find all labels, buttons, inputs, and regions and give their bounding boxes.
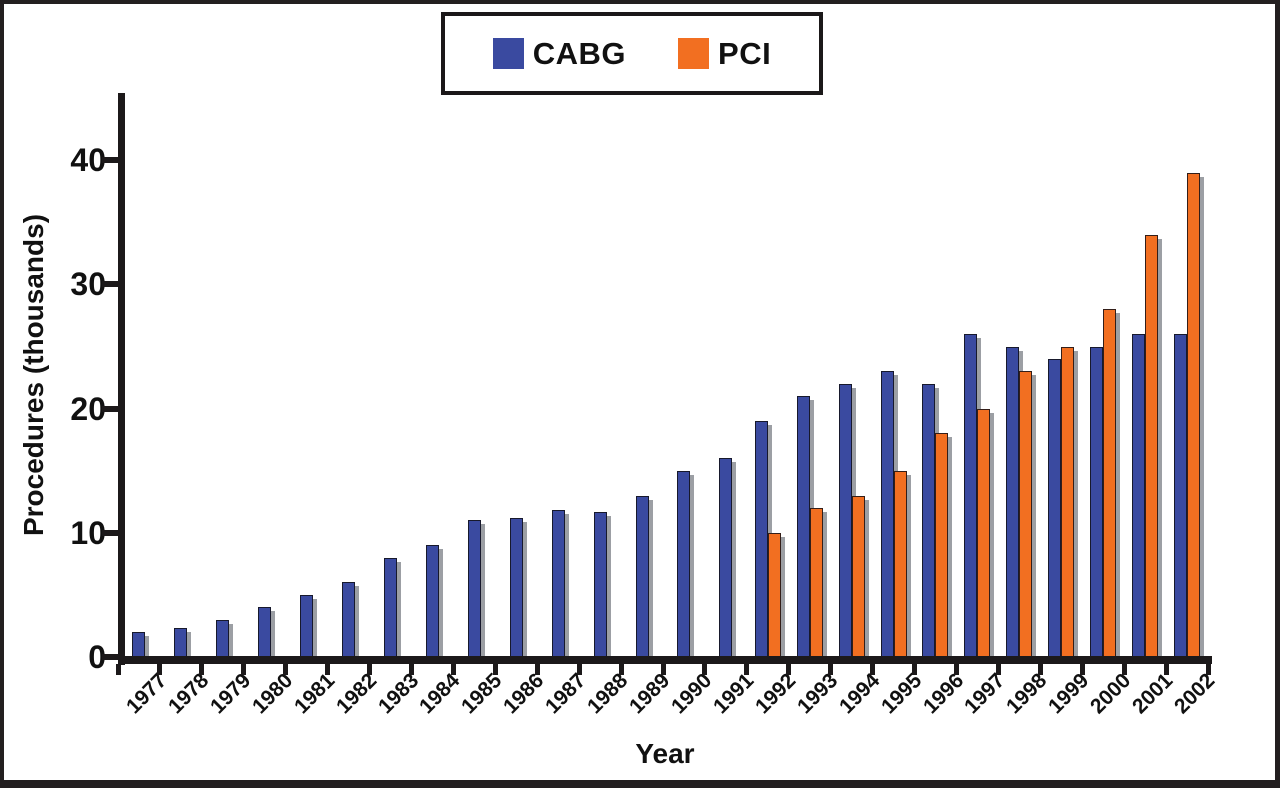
legend-label-cabg: CABG	[532, 35, 627, 71]
bar-pci-1992	[768, 532, 781, 657]
bar-pci-2000	[1103, 309, 1116, 657]
x-tick-mark-14	[702, 664, 708, 675]
bar-pci-1995	[894, 470, 907, 657]
bar-cabg-2002	[1174, 334, 1187, 657]
x-tick-mark-20	[953, 664, 959, 675]
bar-cabg-2001	[1132, 334, 1145, 657]
y-tick-label-30: 30	[70, 266, 106, 303]
y-tick-label-20: 20	[70, 390, 106, 427]
y-tick-mark-20	[102, 405, 123, 412]
bar-cabg-1997	[964, 334, 977, 657]
bar-pci-1999	[1061, 346, 1074, 657]
bar-pci-2002	[1187, 172, 1200, 657]
y-tick-label-0: 0	[88, 639, 106, 675]
x-tick-mark-0	[115, 664, 121, 675]
y-axis-title: Procedures (thousands)	[18, 213, 49, 537]
x-tick-mark-24	[1121, 664, 1127, 675]
bar-cabg-1983	[384, 557, 397, 657]
legend-label-pci: PCI	[718, 35, 772, 71]
bar-pci-1993	[810, 507, 823, 657]
x-tick-mark-10	[534, 664, 540, 675]
x-tick-mark-19	[912, 664, 918, 675]
legend-item-pci: PCI	[678, 36, 771, 72]
bar-cabg-1984	[426, 545, 439, 657]
bar-cabg-1995	[881, 371, 894, 657]
bar-cabg-1988	[594, 511, 607, 657]
x-tick-mark-16	[786, 664, 792, 675]
x-tick-mark-21	[995, 664, 1001, 675]
x-tick-mark-26	[1205, 664, 1211, 675]
x-axis-title: Year	[635, 738, 695, 769]
bar-pci-1997	[977, 408, 990, 657]
x-tick-mark-13	[660, 664, 666, 675]
bar-cabg-1989	[636, 495, 649, 657]
bar-pci-1998	[1019, 371, 1032, 657]
x-tick-mark-8	[450, 664, 456, 675]
x-tick-mark-25	[1163, 664, 1169, 675]
y-tick-mark-10	[102, 529, 123, 536]
x-tick-mark-22	[1037, 664, 1043, 675]
x-tick-mark-4	[283, 664, 289, 675]
bar-pci-1994	[852, 495, 865, 657]
y-tick-label-10: 10	[70, 514, 106, 551]
y-tick-mark-30	[102, 281, 123, 288]
bar-cabg-1987	[552, 510, 565, 657]
bar-pci-1996	[935, 433, 948, 657]
x-tick-mark-12	[618, 664, 624, 675]
y-tick-mark-0	[102, 654, 123, 660]
legend-swatch-cabg-icon	[492, 38, 524, 69]
bar-cabg-1991	[719, 458, 732, 657]
y-tick-mark-40	[102, 157, 123, 164]
bar-cabg-1979	[216, 619, 229, 657]
y-tick-label-40: 40	[70, 142, 106, 179]
bar-cabg-1992	[755, 421, 768, 657]
x-tick-mark-17	[828, 664, 834, 675]
x-tick-mark-18	[870, 664, 876, 675]
bar-cabg-1990	[677, 470, 690, 657]
bar-cabg-1999	[1048, 358, 1061, 657]
x-tick-mark-5	[325, 664, 331, 675]
bar-cabg-1977	[132, 632, 145, 657]
legend-swatch-pci-icon	[678, 38, 710, 69]
x-tick-mark-15	[744, 664, 750, 675]
x-tick-mark-2	[199, 664, 205, 675]
x-tick-mark-1	[157, 664, 163, 675]
bar-cabg-2000	[1090, 346, 1103, 657]
bar-cabg-1994	[839, 383, 852, 657]
legend-box: CABG PCI	[441, 12, 823, 95]
x-tick-mark-11	[576, 664, 582, 675]
legend-item-cabg: CABG	[492, 35, 627, 72]
bar-cabg-1986	[510, 517, 523, 657]
x-tick-mark-7	[408, 664, 414, 675]
x-tick-mark-23	[1079, 664, 1085, 675]
bar-cabg-1996	[922, 383, 935, 657]
bar-cabg-1993	[797, 396, 810, 657]
x-tick-mark-9	[492, 664, 498, 675]
y-axis-line	[118, 93, 125, 665]
bar-cabg-1982	[342, 582, 355, 657]
bar-cabg-1978	[174, 628, 187, 657]
x-axis-line	[118, 656, 1212, 664]
bar-cabg-1980	[258, 607, 271, 657]
bar-cabg-1998	[1006, 346, 1019, 657]
bar-pci-2001	[1145, 234, 1158, 657]
x-tick-mark-6	[367, 664, 373, 675]
x-tick-mark-3	[241, 664, 247, 675]
bar-cabg-1985	[468, 520, 481, 657]
bar-cabg-1981	[300, 594, 313, 657]
